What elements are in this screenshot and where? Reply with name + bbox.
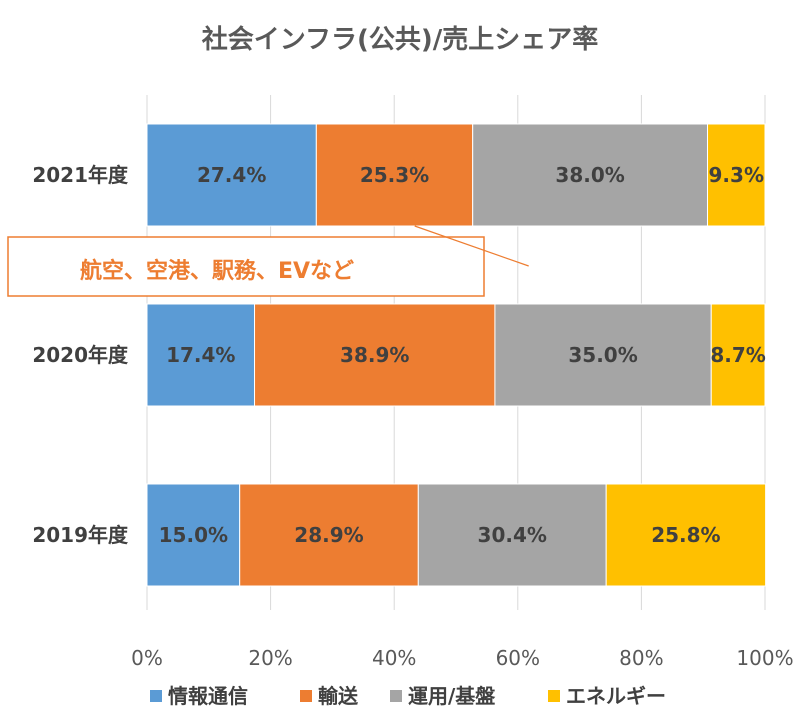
annotation-text: 航空、空港、駅務、EVなど: [80, 258, 354, 284]
legend-label: 運用/基盤: [408, 684, 496, 708]
data-label: 17.4%: [166, 343, 235, 367]
category-label: 2020年度: [32, 343, 129, 367]
data-label: 9.3%: [709, 163, 764, 187]
legend-label: エネルギー: [566, 684, 666, 708]
legend-swatch: [150, 690, 162, 702]
chart-title: 社会インフラ(公共)/売上シェア率: [202, 24, 598, 55]
x-tick-label: 0%: [131, 646, 163, 670]
x-tick-label: 100%: [736, 646, 793, 670]
category-labels: 2021年度 2020年度 2019年度: [32, 163, 129, 547]
data-label: 38.9%: [340, 343, 409, 367]
legend: 情報通信 輸送 運用/基盤 エネルギー: [150, 684, 666, 708]
bar-segment: [710, 303, 766, 407]
bar-segment: [707, 123, 766, 227]
data-label: 25.8%: [651, 523, 720, 547]
annotation-leader-line: [414, 225, 529, 267]
legend-label: 情報通信: [168, 684, 248, 708]
annotation-box: [7, 236, 485, 297]
data-label: 15.0%: [159, 523, 228, 547]
data-label: 8.7%: [710, 343, 765, 367]
bars: 27.4% 25.3% 38.0% 9.3% 17.4% 38.9% 35.0% 8.7% 15…: [146, 123, 767, 587]
x-axis-tick-labels: 0% 20% 40% 60% 80% 100%: [131, 646, 793, 670]
bar-segment: [605, 483, 767, 587]
category-label: 2021年度: [32, 163, 129, 187]
bar-segment: [472, 123, 709, 227]
category-label: 2019年度: [32, 523, 129, 547]
bar-segment: [146, 483, 241, 587]
bar-segment: [254, 303, 496, 407]
data-label: 28.9%: [294, 523, 363, 547]
legend-label: 輸送: [318, 684, 359, 708]
data-label: 35.0%: [568, 343, 637, 367]
bar-segment: [146, 303, 256, 407]
x-tick-label: 20%: [248, 646, 292, 670]
data-label: 27.4%: [197, 163, 266, 187]
x-tick-label: 40%: [372, 646, 416, 670]
x-tick-label: 60%: [496, 646, 540, 670]
bar-segment: [417, 483, 607, 587]
data-label: 38.0%: [555, 163, 624, 187]
data-label: 25.3%: [360, 163, 429, 187]
annotation: 航空、空港、駅務、EVなど: [7, 225, 529, 297]
x-tick-label: 80%: [619, 646, 663, 670]
bar-segment: [239, 483, 419, 587]
legend-swatch: [300, 690, 312, 702]
data-label: 30.4%: [478, 523, 547, 547]
bar-segment: [494, 303, 712, 407]
legend-swatch: [548, 690, 560, 702]
legend-swatch: [390, 690, 402, 702]
bar-segment: [146, 123, 317, 227]
